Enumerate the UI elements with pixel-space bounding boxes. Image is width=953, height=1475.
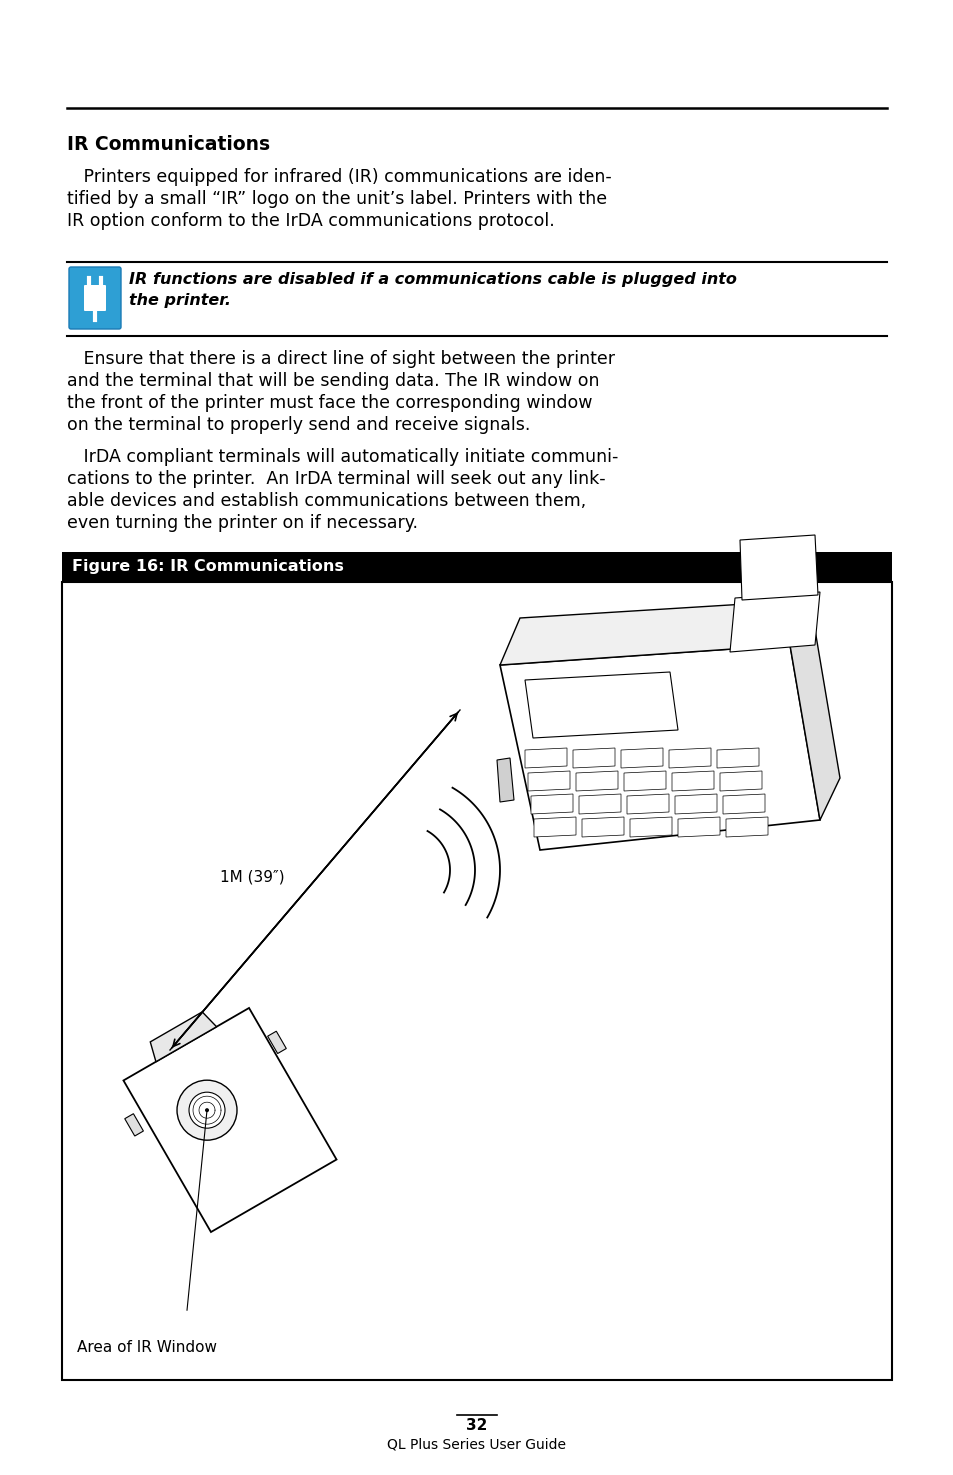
Polygon shape [675,794,717,814]
Text: Figure 16: IR Communications: Figure 16: IR Communications [71,559,343,574]
Text: 1M (39″): 1M (39″) [220,870,284,885]
Text: Area of IR Window: Area of IR Window [77,1339,216,1356]
Polygon shape [717,748,759,768]
Text: able devices and establish communications between them,: able devices and establish communication… [67,493,586,510]
Polygon shape [629,817,671,836]
Polygon shape [123,1007,336,1232]
Polygon shape [722,794,764,814]
Text: Printers equipped for infrared (IR) communications are iden-: Printers equipped for infrared (IR) comm… [67,168,611,186]
Polygon shape [678,817,720,836]
Text: the printer.: the printer. [129,294,231,308]
Polygon shape [524,748,566,768]
Text: and the terminal that will be sending data. The IR window on: and the terminal that will be sending da… [67,372,598,389]
Text: IR option conform to the IrDA communications protocol.: IR option conform to the IrDA communicat… [67,212,554,230]
Circle shape [177,1080,236,1140]
Polygon shape [531,794,573,814]
Bar [62,552,891,583]
Text: IR functions are disabled if a communications cable is plugged into: IR functions are disabled if a communica… [129,271,736,288]
Polygon shape [740,535,817,600]
Polygon shape [499,600,809,665]
Polygon shape [626,794,668,814]
Text: even turning the printer on if necessary.: even turning the printer on if necessary… [67,513,417,532]
Polygon shape [576,771,618,791]
Polygon shape [573,748,615,768]
Text: 32: 32 [466,1417,487,1434]
Polygon shape [527,771,569,791]
Polygon shape [578,794,620,814]
Text: IR Communications: IR Communications [67,136,270,153]
Text: the front of the printer must face the corresponding window: the front of the printer must face the c… [67,394,592,412]
Polygon shape [729,591,820,652]
Polygon shape [671,771,713,791]
Bar [62,583,891,1381]
Polygon shape [534,817,576,836]
Polygon shape [620,748,662,768]
Polygon shape [725,817,767,836]
Circle shape [189,1092,225,1128]
Polygon shape [125,1114,143,1136]
Polygon shape [499,645,820,850]
Text: tified by a small “IR” logo on the unit’s label. Printers with the: tified by a small “IR” logo on the unit’… [67,190,606,208]
Polygon shape [268,1031,286,1053]
Text: Ensure that there is a direct line of sight between the printer: Ensure that there is a direct line of si… [67,350,615,367]
Polygon shape [497,758,514,802]
Text: QL Plus Series User Guide: QL Plus Series User Guide [387,1437,566,1451]
Polygon shape [789,600,840,820]
Text: IrDA compliant terminals will automatically initiate communi-: IrDA compliant terminals will automatica… [67,448,618,466]
Polygon shape [581,817,623,836]
FancyBboxPatch shape [69,267,121,329]
Circle shape [205,1108,209,1112]
Polygon shape [623,771,665,791]
Polygon shape [668,748,710,768]
FancyBboxPatch shape [84,285,106,311]
Polygon shape [524,673,678,738]
Text: on the terminal to properly send and receive signals.: on the terminal to properly send and rec… [67,416,530,434]
Text: cations to the printer.  An IrDA terminal will seek out any link-: cations to the printer. An IrDA terminal… [67,471,605,488]
Polygon shape [720,771,761,791]
Polygon shape [151,1012,216,1062]
